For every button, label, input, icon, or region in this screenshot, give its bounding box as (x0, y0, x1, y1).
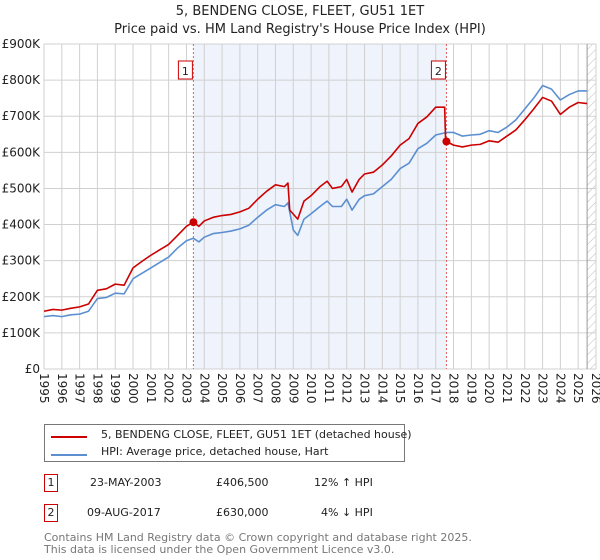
y-tick-label: £800K (2, 73, 42, 87)
sale-hpi-diff: 4% ↓ HPI (321, 506, 373, 519)
footer-copyright: Contains HM Land Registry data © Crown c… (44, 531, 472, 544)
chart-subtitle: Price paid vs. HM Land Registry's House … (114, 22, 486, 37)
hatched-future-region (587, 44, 596, 369)
sale-label-box (430, 60, 446, 80)
property-price-line (43, 96, 588, 313)
x-tick-label: 2025 (571, 373, 585, 404)
x-tick-label: 2020 (482, 373, 496, 404)
y-tick-label: £0 (25, 362, 40, 376)
x-tick-label: 2022 (518, 373, 532, 404)
x-tick-label: 2016 (411, 373, 425, 404)
x-tick-label: 2000 (126, 373, 140, 404)
x-tick-label: 2010 (304, 373, 318, 404)
x-tick-label: 2015 (393, 373, 407, 404)
sale-point (189, 218, 198, 227)
x-tick-label: 2024 (553, 373, 567, 404)
x-tick-label: 1995 (37, 373, 51, 404)
plot-area: 1995 1996 1997 1998 1999 2000 2001 2002 2003 2004… (2, 37, 600, 404)
x-tick-label: 2005 (215, 373, 229, 404)
y-tick-label: £700K (2, 109, 42, 123)
sale-point (442, 137, 451, 146)
chart-title: 5, BENDENG CLOSE, FLEET, GU51 1ET (175, 4, 425, 19)
x-tick-label: 2008 (268, 373, 282, 404)
sale-marker-2: 2 (44, 504, 58, 522)
x-tick-label: 2021 (500, 373, 514, 404)
hpi-line (43, 84, 588, 318)
x-tick-label: 2007 (251, 373, 265, 404)
sale-price: £406,500 (216, 476, 269, 489)
legend-property-swatch (51, 436, 87, 438)
x-tick-label: 2012 (340, 373, 354, 404)
x-tick-label: 2009 (286, 373, 300, 404)
sale-marker-1: 1 (44, 474, 58, 492)
x-tick-label: 1997 (73, 373, 87, 404)
y-tick-label: £100K (2, 326, 42, 340)
legend-hpi-label: HPI: Average price, detached house, Hart (101, 445, 329, 458)
legend-hpi-swatch (51, 454, 87, 456)
sale-label-box (177, 60, 193, 80)
y-tick-label: £900K (2, 37, 42, 51)
x-tick-label: 2013 (358, 373, 372, 404)
x-tick-label: 2002 (162, 373, 176, 404)
x-tick-label: 2017 (429, 373, 443, 404)
x-tick-label: 1998 (90, 373, 104, 404)
sale-date: 09-AUG-2017 (87, 506, 161, 519)
sale-date: 23-MAY-2003 (90, 476, 162, 489)
sale-label-2: 2 (435, 65, 442, 78)
x-tick-label: 2023 (536, 373, 550, 404)
x-tick-label: 2003 (179, 373, 193, 404)
y-tick-label: £500K (2, 181, 42, 195)
y-tick-label: £300K (2, 254, 42, 268)
x-tick-label: 2019 (464, 373, 478, 404)
sale-price: £630,000 (216, 506, 269, 519)
y-tick-label: £600K (2, 145, 42, 159)
x-tick-label: 2006 (233, 373, 247, 404)
legend-property-label: 5, BENDENG CLOSE, FLEET, GU51 1ET (detac… (101, 428, 412, 441)
x-tick-label: 2011 (322, 373, 336, 404)
x-tick-label: 2018 (447, 373, 461, 404)
x-tick-label: 2001 (144, 373, 158, 404)
legend: 5, BENDENG CLOSE, FLEET, GU51 1ET (detac… (44, 424, 412, 462)
sale-hpi-diff: 12% ↑ HPI (314, 476, 373, 489)
footer-licence: This data is licensed under the Open Gov… (44, 543, 395, 556)
x-tick-label: 2026 (589, 373, 600, 404)
x-tick-label: 1999 (108, 373, 122, 404)
y-tick-label: £200K (2, 290, 42, 304)
sale-label-1: 1 (182, 65, 189, 78)
x-tick-label: 2004 (197, 373, 211, 404)
y-tick-label: £400K (2, 218, 42, 232)
x-tick-label: 2014 (375, 373, 389, 404)
x-tick-label: 1996 (55, 373, 69, 404)
